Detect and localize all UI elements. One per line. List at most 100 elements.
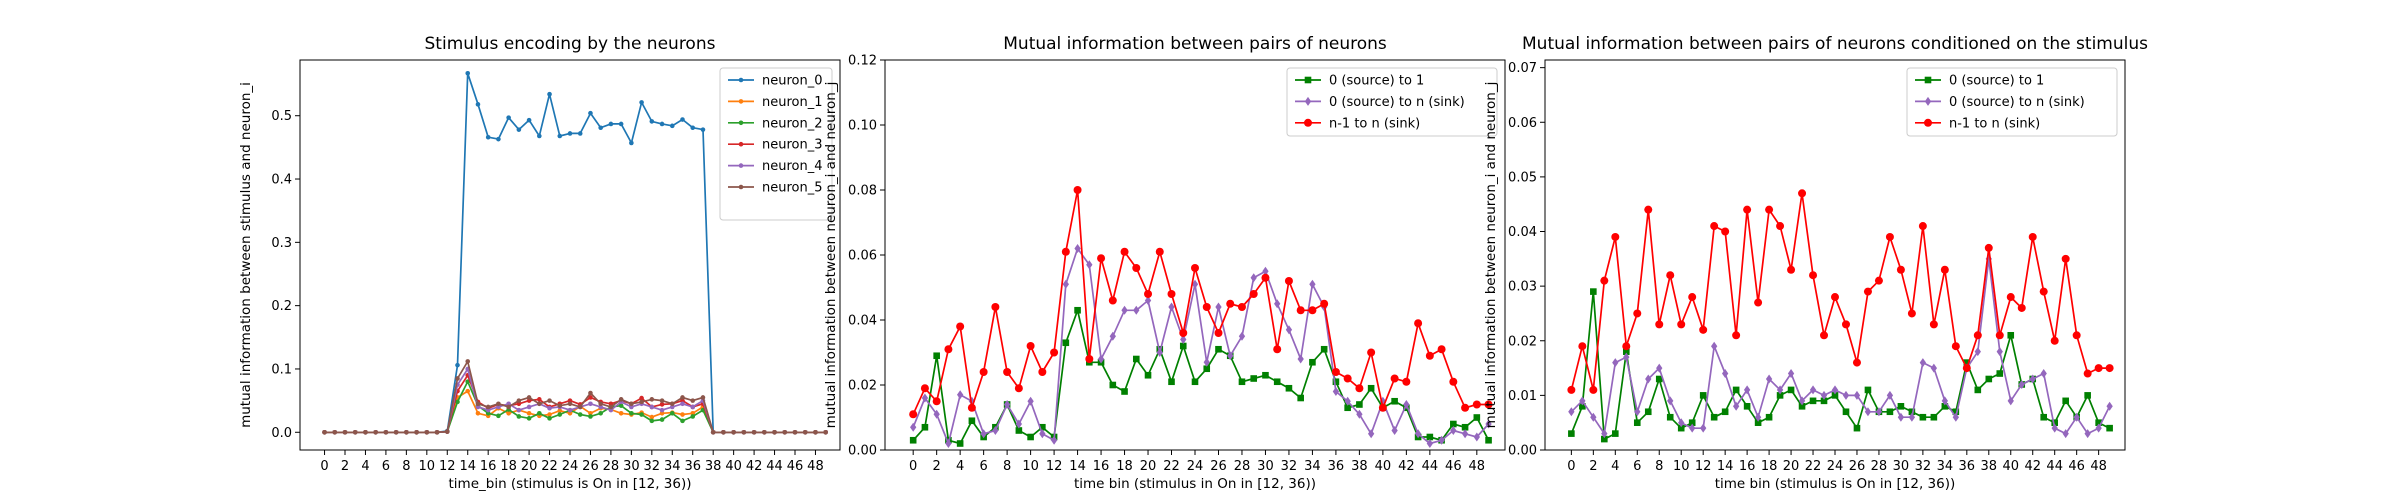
series-line [324, 368, 826, 434]
data-point [1996, 347, 2003, 357]
data-point [1908, 408, 1916, 416]
data-point [1132, 355, 1140, 363]
data-point [1677, 424, 1685, 432]
data-point [1262, 371, 1269, 379]
data-point [608, 121, 614, 127]
legend-marker [738, 77, 744, 83]
data-point [967, 403, 976, 412]
data-point [1765, 413, 1773, 421]
data-point [1940, 265, 1949, 274]
data-point [980, 429, 987, 439]
x-tick-label: 20 [1783, 459, 1800, 474]
x-tick-label: 36 [1959, 459, 1976, 474]
legend-label: 0 (source) to 1 [1949, 74, 2044, 89]
series-neuron-2 [322, 379, 828, 435]
data-point [1061, 247, 1070, 256]
data-point [1809, 385, 1817, 395]
data-point [547, 412, 552, 417]
y-axis-label: mutual information between neuron_i and … [1483, 82, 1499, 429]
data-point [909, 436, 917, 444]
data-point [1842, 390, 1850, 400]
x-tick-label: 4 [956, 459, 964, 474]
data-point [1250, 273, 1257, 283]
data-point [567, 401, 573, 407]
x-tick-label: 10 [1673, 459, 1690, 474]
data-point [1121, 388, 1128, 395]
chart-title: Mutual information between pairs of neur… [1522, 34, 2148, 54]
data-point [1853, 424, 1861, 432]
data-point [1974, 347, 1981, 357]
data-point [1919, 413, 1927, 421]
data-point [557, 133, 563, 139]
x-tick-label: 0 [909, 459, 917, 474]
data-point [1121, 305, 1128, 315]
data-point [2084, 392, 2091, 399]
data-point [979, 368, 988, 376]
series-0-source-to-n-sink- [910, 244, 1492, 448]
chart-0: 0 2 4 6 8 10 12 14 16 18 20 22 24 26 28 30 32 34 36 38 40 42 4… [238, 34, 841, 492]
series-0-source-to-1 [1568, 288, 2113, 443]
data-point [968, 417, 976, 425]
data-point [2061, 254, 2070, 263]
data-point [506, 410, 511, 416]
data-point [2028, 232, 2037, 241]
x-tick-label: 24 [1187, 459, 1204, 474]
data-point [1202, 303, 1211, 311]
data-point [567, 410, 573, 416]
x-tick-label: 2 [1589, 459, 1597, 474]
data-point [823, 429, 828, 435]
data-point [1962, 364, 1971, 373]
data-point [1897, 412, 1905, 422]
legend-marker [1304, 96, 1312, 106]
legend-item: 0 (source) to n (sink) [1295, 95, 1465, 110]
data-point [1133, 305, 1140, 315]
data-point [1622, 348, 1630, 355]
data-point [363, 429, 368, 435]
data-point [598, 401, 603, 407]
data-point [991, 303, 1000, 311]
data-point [629, 404, 634, 410]
data-point [1634, 407, 1641, 417]
data-point [547, 398, 552, 403]
data-point [516, 407, 522, 413]
data-point [680, 117, 685, 122]
data-point [393, 429, 399, 435]
data-point [444, 429, 450, 434]
data-point [618, 397, 624, 402]
data-point [669, 404, 675, 410]
legend-marker [1924, 118, 1932, 127]
series-line [1570, 290, 2110, 440]
data-point [1297, 394, 1304, 402]
data-point [1273, 345, 1282, 354]
x-tick-label: 24 [562, 459, 579, 474]
data-point [1820, 397, 1828, 405]
data-point [2040, 369, 2047, 379]
data-point [710, 429, 716, 435]
data-point [1403, 400, 1410, 409]
data-point [1191, 264, 1199, 272]
x-tick-label: 20 [1140, 459, 1157, 474]
data-point [1699, 325, 1708, 334]
data-point [680, 401, 685, 407]
data-point [1097, 254, 1106, 263]
legend: 0 (source) to 1 0 (source) to n (sink) n-1… [1906, 67, 2118, 137]
chart-title: Mutual information between pairs of neur… [1003, 34, 1387, 54]
data-point [485, 407, 491, 413]
x-tick-label: 36 [1328, 459, 1345, 474]
data-point [577, 404, 583, 410]
x-tick-label: 16 [1093, 459, 1110, 474]
data-point [1038, 368, 1047, 376]
data-point [1249, 290, 1258, 298]
data-point [1841, 320, 1850, 329]
plot-area [909, 186, 1493, 448]
data-point [690, 398, 696, 403]
data-point [1985, 375, 1993, 383]
data-point [1027, 396, 1034, 406]
data-point [526, 416, 532, 421]
data-point [1378, 403, 1387, 412]
y-tick-label: 0.00 [1508, 444, 1537, 459]
data-point [1952, 412, 1959, 422]
data-point [1852, 358, 1861, 367]
data-point [1449, 377, 1458, 386]
data-point [659, 407, 665, 413]
